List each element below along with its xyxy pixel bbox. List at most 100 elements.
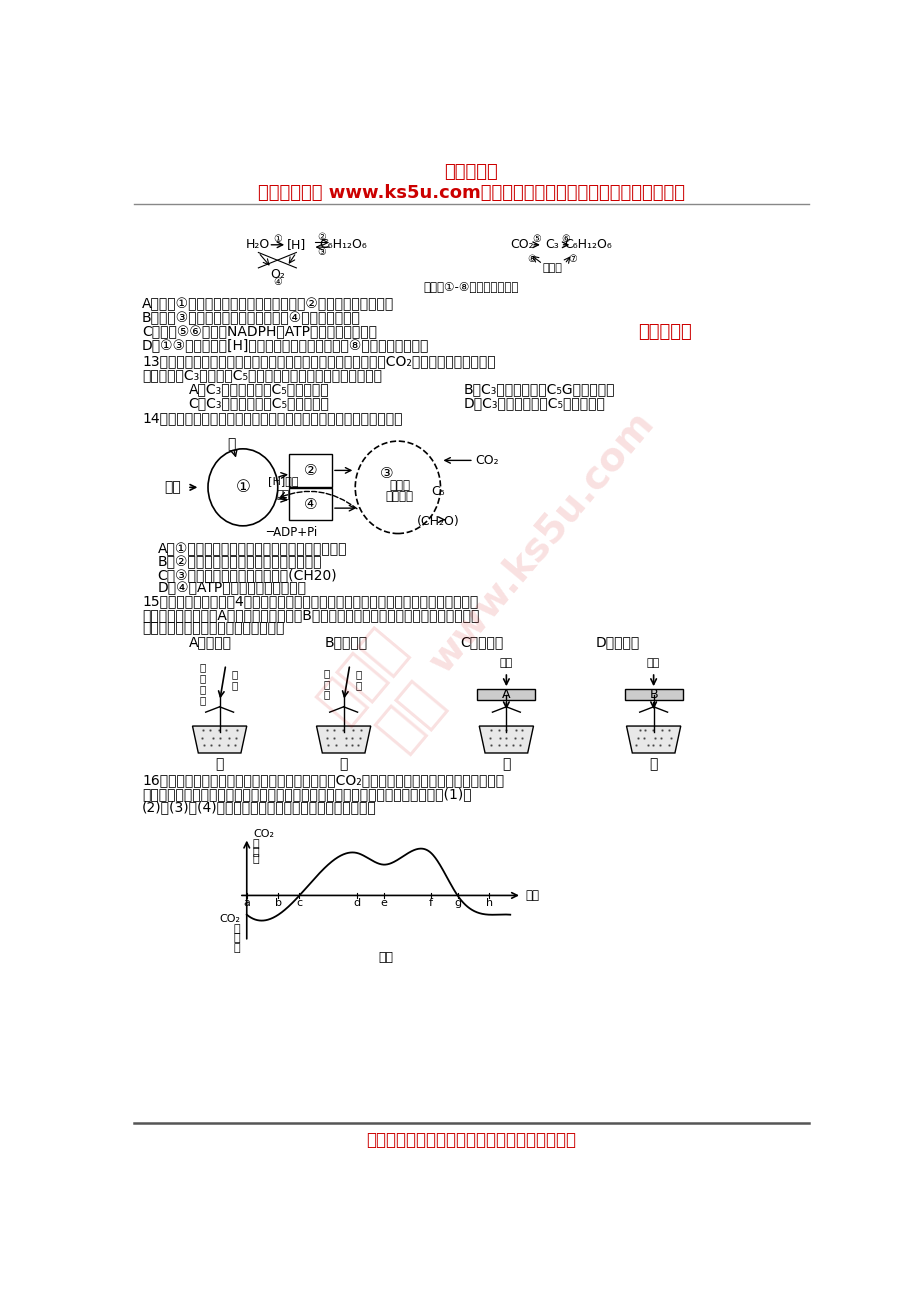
- Text: a: a: [243, 898, 250, 907]
- Bar: [624, 689, 682, 700]
- Text: 收: 收: [253, 846, 259, 857]
- Text: 时间: 时间: [525, 889, 539, 902]
- Text: ③: ③: [317, 247, 326, 258]
- Text: ④: ④: [303, 497, 317, 512]
- Text: A．甲、乙: A．甲、乙: [188, 635, 232, 650]
- Text: 丁: 丁: [649, 758, 657, 772]
- Text: 品
红
色
光: 品 红 色 光: [199, 663, 206, 704]
- Text: ①: ①: [273, 233, 282, 243]
- Text: ⑥: ⑥: [562, 233, 570, 243]
- Text: C．③是三碳化合物，能被氧化为(CH20): C．③是三碳化合物，能被氧化为(CH20): [157, 568, 337, 582]
- Text: 细胞两种细胞器的四种生理活动状态。请分别指出图一中表示时间的字母与图二中(1)、: 细胞两种细胞器的四种生理活动状态。请分别指出图一中表示时间的字母与图二中(1)、: [142, 786, 471, 801]
- Text: 和长势最差的依次是下列哪一组（　）: 和长势最差的依次是下列哪一组（ ）: [142, 621, 284, 635]
- Text: 内叶绿体中C₃化合物与C₅化合物相对含量的变化是　　（　）: 内叶绿体中C₃化合物与C₅化合物相对含量的变化是 （ ）: [142, 368, 381, 381]
- Text: C．甲、丁: C．甲、丁: [460, 635, 503, 650]
- Text: CO₂: CO₂: [475, 454, 498, 467]
- Text: 量: 量: [253, 854, 259, 865]
- Polygon shape: [479, 727, 533, 753]
- Text: B: B: [649, 687, 657, 700]
- Text: B．过程③发生在叶绿体基质中，过程④发生在线粒体中: B．过程③发生在叶绿体基质中，过程④发生在线粒体中: [142, 311, 360, 326]
- Text: A．过程①发生在叶绿体类囊体膜上，过程②发生在叶绿体基质中: A．过程①发生在叶绿体类囊体膜上，过程②发生在叶绿体基质中: [142, 297, 394, 311]
- Text: 多种酶: 多种酶: [389, 479, 410, 492]
- Text: (2)、(3)、(4)所发生的生理活动相对应的选项是（　　）: (2)、(3)、(4)所发生的生理活动相对应的选项是（ ）: [142, 801, 377, 815]
- Text: CO₂: CO₂: [509, 238, 533, 251]
- Polygon shape: [192, 727, 246, 753]
- Text: C₆H₁₂O₆: C₆H₁₂O₆: [563, 238, 611, 251]
- Text: D．①③过程产生的[H]都将与氧结合产生水，过程⑧仅在线粒体中进行: D．①③过程产生的[H]都将与氧结合产生水，过程⑧仅在线粒体中进行: [142, 339, 429, 353]
- Text: 阳
光: 阳 光: [356, 669, 362, 690]
- Text: D．C₃化合物减少，C₅化合物减少: D．C₃化合物减少，C₅化合物减少: [463, 396, 605, 410]
- Text: 高考资源网: 高考资源网: [638, 323, 691, 341]
- Text: d: d: [354, 898, 360, 907]
- Text: 甲: 甲: [215, 758, 223, 772]
- Text: 乙: 乙: [339, 758, 347, 772]
- Text: g: g: [453, 898, 460, 907]
- Text: 高考资
源网: 高考资 源网: [310, 620, 462, 771]
- Text: 阳光: 阳光: [499, 658, 513, 668]
- Text: [H]供氢: [H]供氢: [267, 477, 298, 486]
- Text: 图一: 图一: [379, 950, 393, 963]
- Polygon shape: [626, 727, 680, 753]
- Text: ⑤: ⑤: [532, 233, 540, 243]
- Text: e: e: [380, 898, 387, 907]
- Text: 丙添加品红色滤光片A；丁添加绿色滤光片B（如图），经过一段时间，各盆中长势最旺的: 丙添加品红色滤光片A；丁添加绿色滤光片B（如图），经过一段时间，各盆中长势最旺的: [142, 608, 479, 622]
- Text: ①: ①: [235, 478, 250, 496]
- Text: ②: ②: [317, 232, 326, 242]
- Text: D．丙、丁: D．丙、丁: [595, 635, 639, 650]
- Text: ②: ②: [303, 464, 317, 478]
- Text: 量: 量: [233, 943, 240, 953]
- Polygon shape: [316, 727, 370, 753]
- Bar: [289, 488, 332, 521]
- Text: 水: 水: [227, 437, 235, 452]
- Text: C₅: C₅: [431, 484, 445, 497]
- Text: 丙: 丙: [502, 758, 510, 772]
- Text: （注：①-⑧表示生理过程）: （注：①-⑧表示生理过程）: [424, 281, 518, 294]
- Text: ─ADP+Pi: ─ADP+Pi: [266, 526, 317, 539]
- Text: 参加催化: 参加催化: [385, 490, 413, 503]
- Text: C₃: C₃: [545, 238, 559, 251]
- Text: 16．图一是八月份某一晴天，一昼夜中棉花植株对CO₂的吸收和释放曲线；图二表示棉花叶肉: 16．图一是八月份某一晴天，一昼夜中棉花植株对CO₂的吸收和释放曲线；图二表示棉…: [142, 773, 504, 786]
- Text: 阳
光: 阳 光: [232, 669, 238, 690]
- Text: 14．如图为高等绿色植物光合作用图解，以下说法正确的是　（　）: 14．如图为高等绿色植物光合作用图解，以下说法正确的是 （ ）: [142, 411, 403, 424]
- Text: f: f: [429, 898, 433, 907]
- Text: b: b: [275, 898, 281, 907]
- Text: 释: 释: [233, 923, 240, 934]
- Text: (CH₂O): (CH₂O): [416, 516, 460, 529]
- Text: H₂O: H₂O: [246, 238, 270, 251]
- Text: 供能: 供能: [277, 490, 289, 500]
- Text: 阳光: 阳光: [646, 658, 660, 668]
- Bar: [289, 454, 332, 487]
- Text: h: h: [485, 898, 493, 907]
- Text: A．①是光合色素，分布在叶绿体和细胞质基质中: A．①是光合色素，分布在叶绿体和细胞质基质中: [157, 542, 346, 556]
- Text: B．乙、丙: B．乙、丙: [323, 635, 367, 650]
- Text: C．过程⑤⑥均需要NADPH和ATP提供还原剂和能量: C．过程⑤⑥均需要NADPH和ATP提供还原剂和能量: [142, 324, 377, 339]
- Text: B．C₃化合物增多，C₅G化合物增多: B．C₃化合物增多，C₅G化合物增多: [463, 383, 615, 397]
- Text: C．C₃化合物减少，C₅化合物增多: C．C₃化合物减少，C₅化合物增多: [188, 396, 329, 410]
- Text: CO₂: CO₂: [220, 914, 240, 923]
- Text: 放: 放: [233, 932, 240, 943]
- Text: D．④是ATP，在叶绿体基质中生成: D．④是ATP，在叶绿体基质中生成: [157, 581, 306, 595]
- Text: c: c: [296, 898, 302, 907]
- Text: ③: ③: [379, 466, 392, 480]
- Text: B．②是氧气，可参与有氧呼吸的第三阶段: B．②是氧气，可参与有氧呼吸的第三阶段: [157, 555, 322, 569]
- Text: 光能: 光能: [165, 480, 181, 495]
- Text: O₂: O₂: [270, 267, 285, 280]
- Text: 绿
色
光: 绿 色 光: [323, 668, 329, 699]
- Text: ⑧: ⑧: [527, 254, 536, 263]
- Text: A: A: [502, 687, 510, 700]
- Text: ⑦: ⑦: [567, 254, 576, 263]
- Text: 高考资源网（ www.ks5u.com）与您相伴。欢迎广大教师踊跃来稿！！。: 高考资源网（ www.ks5u.com）与您相伴。欢迎广大教师踊跃来稿！！。: [257, 184, 685, 202]
- Text: [H]: [H]: [287, 238, 306, 251]
- Text: 丙酮酸: 丙酮酸: [541, 263, 562, 273]
- Text: A．C₃化合物增多，C₅化合物减少: A．C₃化合物增多，C₅化合物减少: [188, 383, 329, 397]
- Text: CO₂: CO₂: [253, 829, 274, 838]
- Text: 13．离体的叶绿体在光照下进行稳定光合作用时，如果突然中断CO₂气体的供应，短暂时间: 13．离体的叶绿体在光照下进行稳定光合作用时，如果突然中断CO₂气体的供应，短暂…: [142, 354, 495, 368]
- Text: 试卷、试题、教案、学案等教学资源均可投稿。: 试卷、试题、教案、学案等教学资源均可投稿。: [366, 1131, 576, 1150]
- Text: C₆H₁₂O₆: C₆H₁₂O₆: [320, 238, 367, 251]
- Text: 高考资源网: 高考资源网: [444, 163, 498, 181]
- Text: ④: ④: [273, 277, 282, 286]
- Text: 15．有甲、乙、丙、丁4盆长势均匀的植物置于阳光下，甲品红光照射；乙绿色光照射；: 15．有甲、乙、丙、丁4盆长势均匀的植物置于阳光下，甲品红光照射；乙绿色光照射；: [142, 594, 478, 608]
- Text: 吸: 吸: [253, 838, 259, 849]
- Text: www.ks5u.com: www.ks5u.com: [421, 404, 661, 680]
- Bar: [477, 689, 535, 700]
